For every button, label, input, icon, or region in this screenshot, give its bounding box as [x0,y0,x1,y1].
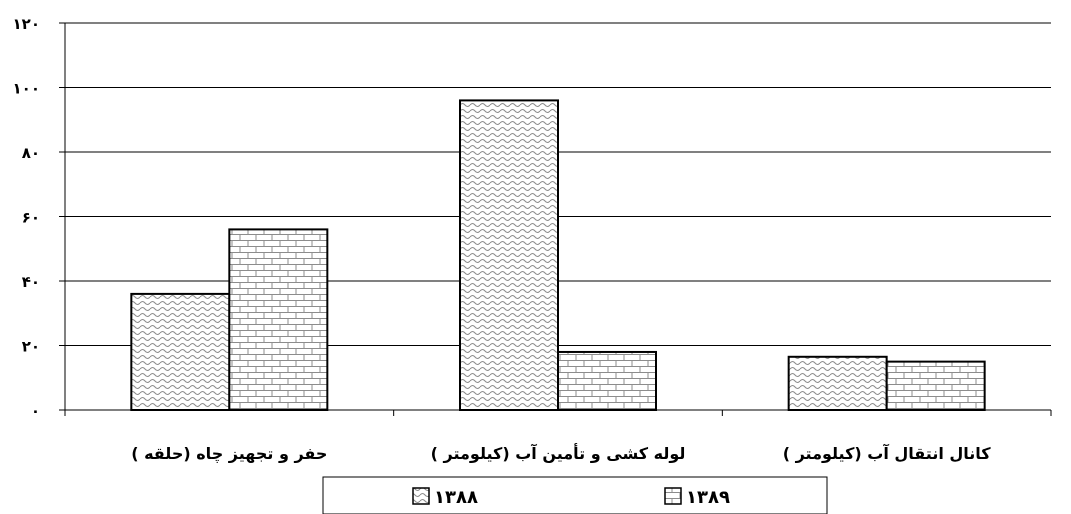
y-tick-label-5: ۱۰۰ [13,80,40,98]
y-tick-label-0: ۰ [31,402,40,420]
x-category-label-0: حفر و تجهیز چاه (حلقه ) [131,444,327,464]
y-tick-label-4: ۸۰ [22,144,40,162]
y-tick-label-1: ۲۰ [22,338,40,356]
legend-swatch-0 [412,487,430,505]
y-tick-label-2: ۴۰ [22,273,40,291]
legend: ۱۳۸۸ ۱۳۸۹ [322,476,828,514]
y-tick-label-3: ۶۰ [22,209,40,227]
bar-series0-cat2 [787,355,888,412]
legend-label-0: ۱۳۸۸ [434,487,478,508]
x-category-label-2: کانال انتقال آب (کیلومتر ) [783,443,992,463]
bar-series1-cat1 [557,350,657,412]
legend-box [322,476,828,514]
legend-label-1: ۱۳۸۹ [686,487,730,508]
bar-series1-cat2 [885,360,986,411]
bar-series0-cat1 [459,99,559,412]
axis-labels: ۰ ۲۰ ۴۰ ۶۰ ۸۰ ۱۰۰ ۱۲۰ حفر و تجهیز چاه (حلقه ) لو… [13,15,992,464]
bar-series1-cat0 [228,228,329,411]
legend-swatch-1 [664,487,682,505]
bars [130,99,986,412]
y-tick-label-6: ۱۲۰ [13,15,40,33]
axes [59,22,1052,416]
x-category-label-1: لوله کشی و تأمین آب (کیلومتر ) [431,443,686,463]
bar-series0-cat0 [130,292,231,411]
